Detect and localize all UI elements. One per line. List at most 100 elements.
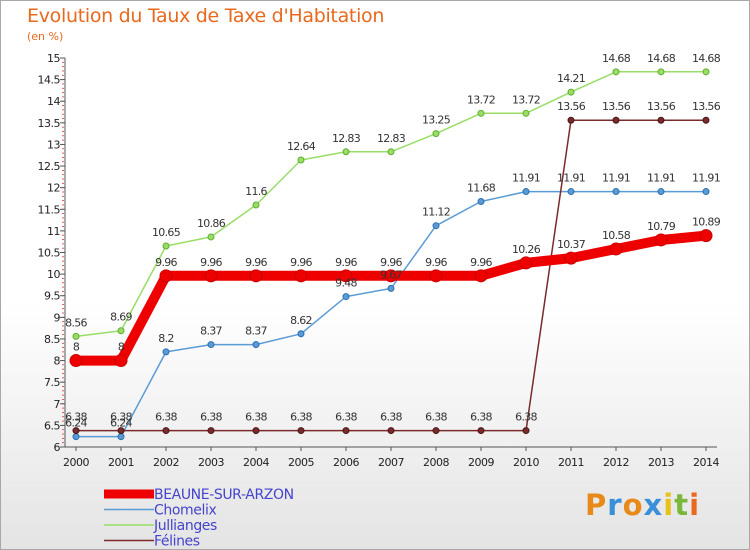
data-point-f-lines — [432, 427, 440, 435]
data-point-chomelix — [702, 188, 710, 196]
x-tick-label: 2001 — [108, 456, 134, 469]
y-tick-label: 12 — [47, 182, 60, 195]
logo-letter: t — [674, 488, 690, 522]
data-label-f-lines: 6.38 — [290, 411, 312, 424]
data-label-f-lines: 6.38 — [155, 411, 177, 424]
data-point-jullianges — [432, 130, 440, 138]
data-point-beaune-sur-arzon — [69, 354, 83, 368]
data-label-chomelix: 6.24 — [65, 417, 87, 430]
data-label-chomelix: 8.2 — [158, 332, 173, 345]
data-point-beaune-sur-arzon — [564, 251, 578, 265]
x-tick-label: 2013 — [648, 456, 674, 469]
data-point-f-lines — [252, 427, 260, 435]
y-tick-label: 8 — [54, 355, 61, 368]
data-label-beaune-sur-arzon: 8 — [118, 341, 125, 354]
data-label-beaune-sur-arzon: 10.89 — [692, 216, 721, 229]
data-label-f-lines: 13.56 — [602, 100, 631, 113]
logo-letter: i — [689, 488, 701, 522]
data-point-f-lines — [567, 116, 575, 124]
data-point-chomelix — [387, 284, 395, 292]
data-label-jullianges: 12.64 — [287, 140, 316, 153]
data-label-f-lines: 6.38 — [470, 411, 492, 424]
data-point-beaune-sur-arzon — [294, 269, 308, 283]
data-label-chomelix: 11.91 — [557, 172, 585, 185]
data-point-chomelix — [252, 341, 260, 349]
data-point-chomelix — [522, 188, 530, 196]
data-label-f-lines: 6.38 — [200, 411, 222, 424]
data-label-chomelix: 11.91 — [692, 172, 720, 185]
y-tick-label: 14 — [47, 95, 60, 108]
data-point-f-lines — [117, 427, 125, 435]
x-tick-label: 2005 — [288, 456, 314, 469]
logo-letter: P — [585, 488, 608, 522]
data-point-f-lines — [72, 427, 80, 435]
data-label-beaune-sur-arzon: 9.96 — [425, 256, 447, 269]
y-tick-label: 10 — [47, 268, 60, 281]
data-label-chomelix: 11.91 — [647, 172, 675, 185]
data-point-jullianges — [657, 68, 665, 76]
data-label-chomelix: 11.91 — [512, 172, 540, 185]
data-label-f-lines: 6.38 — [110, 411, 132, 424]
legend-label-beaune-sur-arzon: BEAUNE-SUR-ARZON — [154, 487, 294, 503]
x-tick-label: 2006 — [333, 456, 359, 469]
data-point-beaune-sur-arzon — [204, 269, 218, 283]
x-tick-label: 2011 — [558, 456, 584, 469]
data-point-jullianges — [342, 148, 350, 156]
data-point-f-lines — [657, 116, 665, 124]
data-label-f-lines: 6.38 — [335, 411, 357, 424]
logo-letter: x — [643, 488, 664, 522]
legend-label-f-lines: Félines — [154, 534, 200, 550]
x-tick-label: 2007 — [378, 456, 404, 469]
data-labels-layer: 6.24 6.24 8.2 8.37 8.37 8.62 9.48 9.67 11.12 11.6… — [65, 52, 721, 430]
x-tick-label: 2003 — [198, 456, 224, 469]
data-point-f-lines — [477, 427, 485, 435]
data-point-beaune-sur-arzon — [699, 229, 713, 243]
data-label-beaune-sur-arzon: 9.96 — [380, 256, 402, 269]
legend-label-chomelix: Chomelix — [154, 503, 216, 519]
data-point-jullianges — [207, 233, 215, 241]
y-tick-label: 13 — [47, 138, 60, 151]
data-point-f-lines — [702, 116, 710, 124]
data-label-jullianges: 13.72 — [467, 93, 495, 106]
data-point-beaune-sur-arzon — [159, 269, 173, 283]
data-label-jullianges: 13.72 — [512, 93, 540, 106]
data-point-f-lines — [612, 116, 620, 124]
data-point-f-lines — [522, 427, 530, 435]
data-point-f-lines — [207, 427, 215, 435]
data-point-chomelix — [117, 433, 125, 441]
data-point-beaune-sur-arzon — [609, 242, 623, 256]
data-label-f-lines: 13.56 — [692, 100, 721, 113]
chart-axes: 6 6.5 7 7.5 8 8.5 9 9.5 10 10.5 11 11.5 12 12.5 13 13.5… — [38, 52, 720, 469]
data-point-chomelix — [657, 188, 665, 196]
data-label-beaune-sur-arzon: 8 — [73, 341, 80, 354]
data-point-beaune-sur-arzon — [249, 269, 263, 283]
logo-letter: r — [607, 488, 623, 522]
data-label-jullianges: 14.68 — [647, 52, 676, 65]
data-label-beaune-sur-arzon: 9.96 — [200, 256, 222, 269]
x-tick-label: 2008 — [423, 456, 449, 469]
data-point-f-lines — [162, 427, 170, 435]
y-tick-label: 9.5 — [44, 290, 60, 303]
data-point-beaune-sur-arzon — [384, 269, 398, 283]
data-label-jullianges: 8.56 — [65, 316, 87, 329]
data-point-beaune-sur-arzon — [114, 354, 128, 368]
y-tick-label: 12.5 — [38, 160, 61, 173]
data-point-jullianges — [612, 68, 620, 76]
data-label-jullianges: 8.69 — [110, 311, 132, 324]
data-point-jullianges — [72, 332, 80, 340]
x-tick-label: 2010 — [513, 456, 539, 469]
data-point-jullianges — [567, 88, 575, 96]
data-label-f-lines: 13.56 — [557, 100, 586, 113]
y-tick-label: 9 — [54, 311, 61, 324]
data-label-jullianges: 10.65 — [152, 226, 181, 239]
data-label-chomelix: 8.62 — [290, 314, 312, 327]
legend-label-jullianges: Jullianges — [153, 518, 217, 534]
y-tick-label: 8.5 — [44, 333, 60, 346]
data-label-chomelix: 11.91 — [602, 172, 630, 185]
data-point-jullianges — [702, 68, 710, 76]
data-label-jullianges: 12.83 — [332, 132, 361, 145]
y-tick-label: 15 — [47, 52, 60, 65]
data-point-jullianges — [297, 156, 305, 164]
x-tick-label: 2000 — [63, 456, 89, 469]
